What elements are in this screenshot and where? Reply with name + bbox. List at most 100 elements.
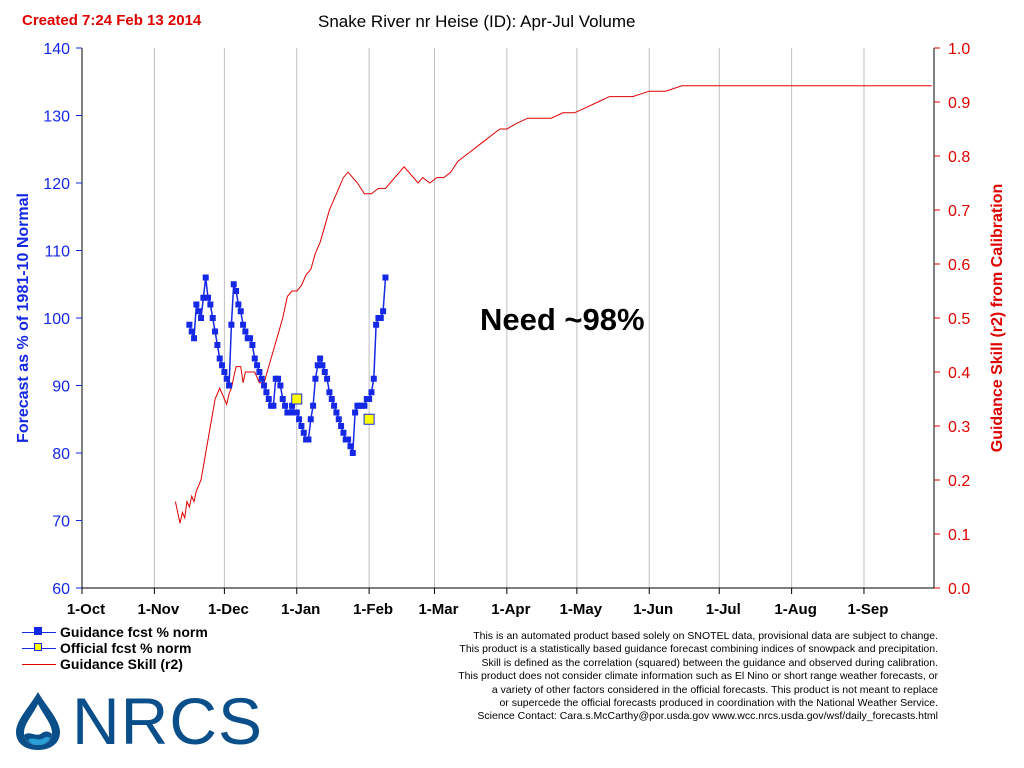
x-tick-label: 1-Nov	[138, 601, 180, 618]
y2-tick-label: 0.2	[948, 473, 970, 490]
disclaimer-line: a variety of other factors considered in…	[491, 683, 938, 696]
guidance-point	[333, 409, 340, 416]
guidance-point	[305, 436, 312, 443]
disclaimer-line: Skill is defined as the correlation (squ…	[481, 656, 938, 669]
guidance-point	[300, 429, 307, 436]
guidance-point	[340, 429, 347, 436]
legend-label-skill: Guidance Skill (r2)	[60, 656, 183, 672]
y-axis-label: Forecast as % of 1981-10 Normal	[15, 193, 32, 443]
y-tick-label: 80	[52, 446, 70, 463]
guidance-point	[237, 308, 244, 315]
guidance-point	[195, 308, 202, 315]
nrcs-logo: NRCS	[8, 688, 263, 754]
guidance-point	[310, 402, 317, 409]
guidance-point	[366, 396, 373, 402]
x-tick-label: 1-Feb	[353, 601, 393, 618]
legend-item-official: Official fcst % norm	[22, 640, 208, 656]
y2-tick-label: 0.7	[948, 203, 970, 220]
guidance-point	[345, 436, 352, 443]
x-tick-label: 1-Jul	[706, 601, 741, 618]
guidance-point	[370, 375, 377, 382]
guidance-point	[240, 321, 247, 328]
y2-tick-label: 0.3	[948, 419, 970, 436]
guidance-point	[242, 328, 249, 335]
official-point	[363, 413, 375, 425]
disclaimer-line: This product is a statistically based gu…	[459, 643, 938, 656]
guidance-point	[235, 301, 242, 308]
guidance-point	[219, 362, 226, 369]
guidance-point	[251, 355, 258, 362]
x-tick-label: 1-Mar	[418, 601, 458, 618]
y2-tick-label: 0.4	[948, 365, 970, 382]
guidance-point	[256, 369, 263, 375]
guidance-point	[307, 416, 314, 423]
x-tick-label: 1-Aug	[774, 601, 817, 618]
y2-tick-label: 1.0	[948, 41, 970, 58]
y-tick-label: 120	[43, 176, 70, 193]
guidance-point	[312, 375, 319, 382]
guidance-point	[361, 402, 368, 409]
guidance-point	[380, 308, 387, 315]
y-tick-label: 60	[52, 581, 70, 598]
guidance-point	[282, 402, 289, 409]
official-legend-swatch	[22, 642, 56, 654]
guidance-point	[247, 335, 254, 342]
guidance-point	[338, 423, 345, 429]
y-tick-label: 130	[43, 109, 70, 126]
guidance-point	[263, 389, 270, 396]
x-tick-label: 1-May	[560, 601, 603, 618]
disclaimer-line: or supercede the official forecasts prod…	[499, 697, 938, 710]
legend: Guidance fcst % norm Official fcst % nor…	[22, 624, 208, 672]
guidance-point	[205, 294, 212, 301]
y2-tick-label: 0.9	[948, 95, 970, 112]
guidance-point	[279, 396, 286, 402]
guidance-point	[298, 423, 305, 429]
guidance-point	[347, 443, 354, 450]
guidance-point	[216, 355, 223, 362]
guidance-point	[373, 321, 380, 328]
chart-title: Snake River nr Heise (ID): Apr-Jul Volum…	[318, 12, 636, 31]
legend-item-skill: Guidance Skill (r2)	[22, 656, 208, 672]
guidance-point	[326, 389, 333, 396]
guidance-legend-swatch	[22, 626, 56, 638]
guidance-point	[335, 416, 342, 423]
guidance-point	[324, 375, 331, 382]
guidance-line	[188, 277, 387, 454]
guidance-point	[191, 335, 198, 342]
disclaimer-line: This product does not consider climate i…	[458, 670, 938, 683]
guidance-point	[221, 369, 228, 375]
guidance-point	[209, 315, 216, 321]
guidance-point	[198, 315, 205, 321]
guidance-point	[254, 362, 261, 369]
y2-tick-label: 0.0	[948, 581, 970, 598]
x-tick-label: 1-Jun	[633, 601, 673, 618]
guidance-point	[226, 382, 233, 389]
guidance-point	[200, 294, 207, 301]
created-timestamp: Created 7:24 Feb 13 2014	[22, 12, 202, 29]
guidance-point	[233, 288, 240, 294]
guidance-point	[328, 396, 335, 402]
guidance-point	[382, 274, 389, 281]
guidance-point	[296, 416, 303, 423]
guidance-point	[223, 375, 230, 382]
y-tick-label: 110	[44, 244, 70, 261]
disclaimer: This is an automated product based solel…	[298, 630, 938, 724]
y2-tick-label: 0.8	[948, 149, 970, 166]
y-tick-label: 100	[43, 311, 70, 328]
disclaimer-line: This is an automated product based solel…	[473, 630, 938, 642]
official-point	[291, 393, 303, 405]
annotation-text: Need ~98%	[480, 302, 645, 337]
guidance-point	[214, 342, 221, 348]
guidance-point	[286, 409, 293, 416]
guidance-point	[314, 362, 321, 369]
x-tick-label: 1-Dec	[208, 601, 249, 618]
water-drop-icon	[16, 692, 60, 750]
guidance-point	[228, 321, 235, 328]
y-tick-label: 70	[52, 514, 70, 531]
guidance-point	[277, 382, 284, 389]
guidance-point	[377, 315, 384, 321]
logo-text: NRCS	[72, 684, 264, 758]
skill-line	[174, 85, 932, 524]
guidance-point	[249, 342, 256, 348]
